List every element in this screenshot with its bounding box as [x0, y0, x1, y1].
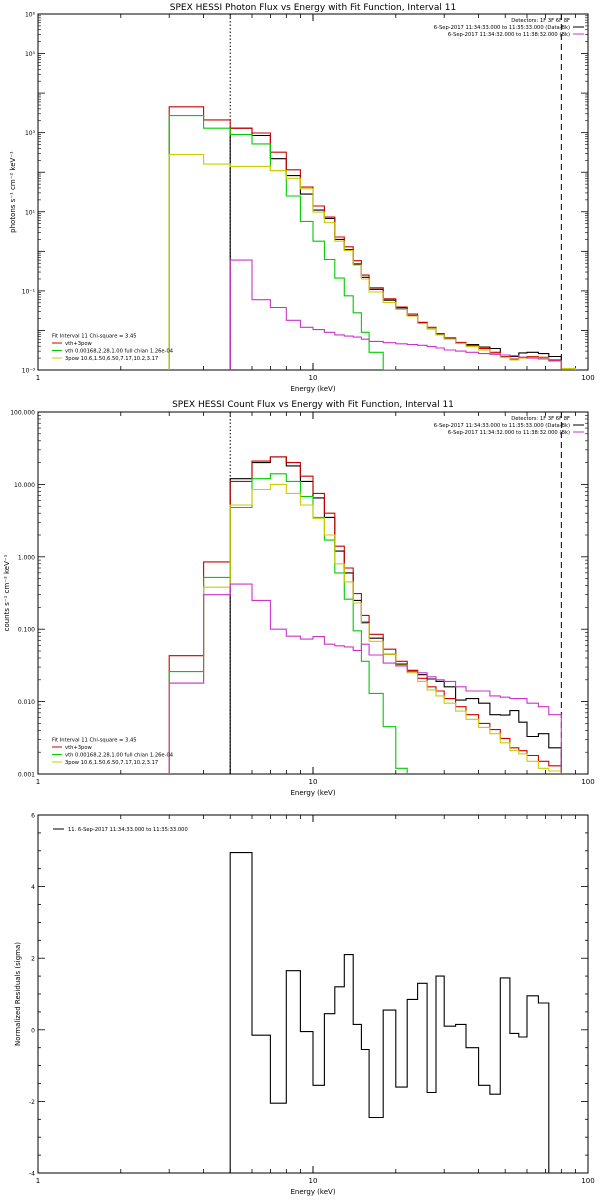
count-flux-x-tick-label: 1	[36, 778, 40, 786]
residuals-legend-entry: 11. 6-Sep-2017 11:34:33.000 to 11:35:33.…	[68, 827, 188, 833]
count-flux-y-tick-label: 0.010	[18, 699, 35, 706]
count-flux-x-tick-label: 100	[581, 778, 594, 786]
count-flux-series-bk	[168, 583, 562, 774]
photon-flux-y-tick-label: 10⁻¹	[22, 288, 36, 295]
residuals-y-tick-label: -2	[29, 1099, 35, 1106]
count-flux-frame	[37, 411, 589, 775]
photon-flux-series-data-bk	[229, 127, 562, 370]
photon-flux-x-tick-label: 10	[309, 374, 318, 382]
photon-flux-series-group	[168, 106, 588, 370]
residuals-x-tick-label: 100	[581, 1177, 594, 1185]
residuals-y-tick-label: 2	[31, 956, 35, 963]
count-flux-panel: SPEX HESSI Count Flux vs Energy with Fit…	[3, 400, 595, 797]
photon-flux-y-tick-label: 10⁶	[25, 12, 36, 19]
photon-flux-x-tick-label: 100	[581, 374, 594, 382]
photon-flux-y-tick-label: 10⁻³	[22, 368, 36, 375]
residuals-frame	[37, 814, 589, 1174]
count-flux-x-tick-label: 10	[309, 778, 318, 786]
residuals-y-tick-label: 6	[31, 813, 35, 820]
count-flux-fit-legend-entry: vth+3pow	[65, 745, 93, 751]
photon-flux-y-tick-label: 10¹	[25, 209, 36, 216]
photon-flux-fit-legend-entry: vth+3pow	[65, 341, 93, 347]
photon-flux-fit-legend-entry: Fit Interval 11 Chi-square = 3.45	[52, 334, 137, 340]
residuals-x-tick-label: 1	[36, 1177, 40, 1185]
count-flux-fit-legend-entry: vth 0.00168,2.28,1.00 full chian 1.26e-0…	[65, 753, 174, 759]
count-flux-y-tick-label: 1.000	[18, 554, 35, 561]
photon-flux-series-vth-3pow	[168, 106, 562, 370]
count-flux-legend-entry: 6-Sep-2017 11:34:33.000 to 11:35:33.000 …	[434, 423, 570, 429]
residuals-y-tick-label: 0	[31, 1027, 35, 1034]
count-flux-legend-entry: Detectors: 1F 3F 6F 8F	[511, 416, 570, 422]
count-flux-y-tick-label: 100.000	[10, 410, 35, 417]
residuals-x-tick-label: 10	[309, 1177, 318, 1185]
photon-flux-xlabel: Energy (keV)	[290, 385, 335, 393]
photon-flux-legend-entry: 6-Sep-2017 11:34:33.000 to 11:35:33.000 …	[434, 25, 570, 31]
photon-flux-x-tick-label: 1	[36, 374, 40, 382]
residuals-series-residuals	[229, 852, 550, 1173]
photon-flux-panel: SPEX HESSI Photon Flux vs Energy with Fi…	[9, 3, 595, 393]
residuals-ylabel: Normalized Residuals (sigma)	[14, 942, 22, 1046]
residuals-y-tick-label: 4	[31, 884, 35, 891]
photon-flux-fit-legend-entry: vth 0.00168,2.28,1.00 full chian 1.26e-0…	[65, 349, 174, 355]
count-flux-xlabel: Energy (keV)	[290, 789, 335, 797]
count-flux-y-tick-label: 0.001	[18, 772, 35, 779]
count-flux-series-vth-3pow	[168, 456, 562, 774]
count-flux-y-tick-label: 10.000	[14, 482, 35, 489]
residuals-y-tick-label: -4	[29, 1171, 35, 1178]
photon-flux-legend-entry: Detectors: 1F 3F 6F 8F	[511, 18, 570, 24]
count-flux-fit-legend-entry: Fit Interval 11 Chi-square = 3.45	[52, 738, 137, 744]
residuals-panel: Energy (keV) Normalized Residuals (sigma…	[14, 813, 595, 1197]
count-flux-fit-legend-entry: 3pow 10.6,1.50,6.50,7.17,10.2,3.17	[65, 760, 158, 766]
count-flux-series-3pow	[168, 483, 562, 774]
photon-flux-ylabel: photons s⁻¹ cm⁻² keV⁻¹	[9, 151, 17, 233]
photon-flux-legend-entry: 6-Sep-2017 11:34:32.000 to 11:38:32.000 …	[448, 32, 570, 38]
photon-flux-series-bk	[229, 259, 562, 370]
photon-flux-title: SPEX HESSI Photon Flux vs Energy with Fi…	[170, 3, 456, 13]
count-flux-legend-entry: 6-Sep-2017 11:34:32.000 to 11:38:32.000 …	[448, 430, 570, 436]
count-flux-series-vth	[168, 473, 408, 774]
count-flux-y-tick-label: 0.100	[18, 627, 35, 634]
photon-flux-fit-legend-entry: 3pow 10.6,1.50,6.50,7.17,10.2,3.17	[65, 356, 158, 362]
photon-flux-y-tick-label: 10⁵	[25, 51, 36, 58]
residuals-series-group	[229, 852, 550, 1173]
count-flux-ylabel: counts s⁻¹ cm⁻² keV⁻¹	[3, 554, 11, 631]
photon-flux-y-tick-label: 10³	[25, 130, 36, 137]
photon-flux-series-vth	[168, 115, 396, 370]
count-flux-series-group	[168, 456, 562, 774]
residuals-xlabel: Energy (keV)	[290, 1188, 335, 1196]
count-flux-title: SPEX HESSI Count Flux vs Energy with Fit…	[172, 400, 454, 410]
